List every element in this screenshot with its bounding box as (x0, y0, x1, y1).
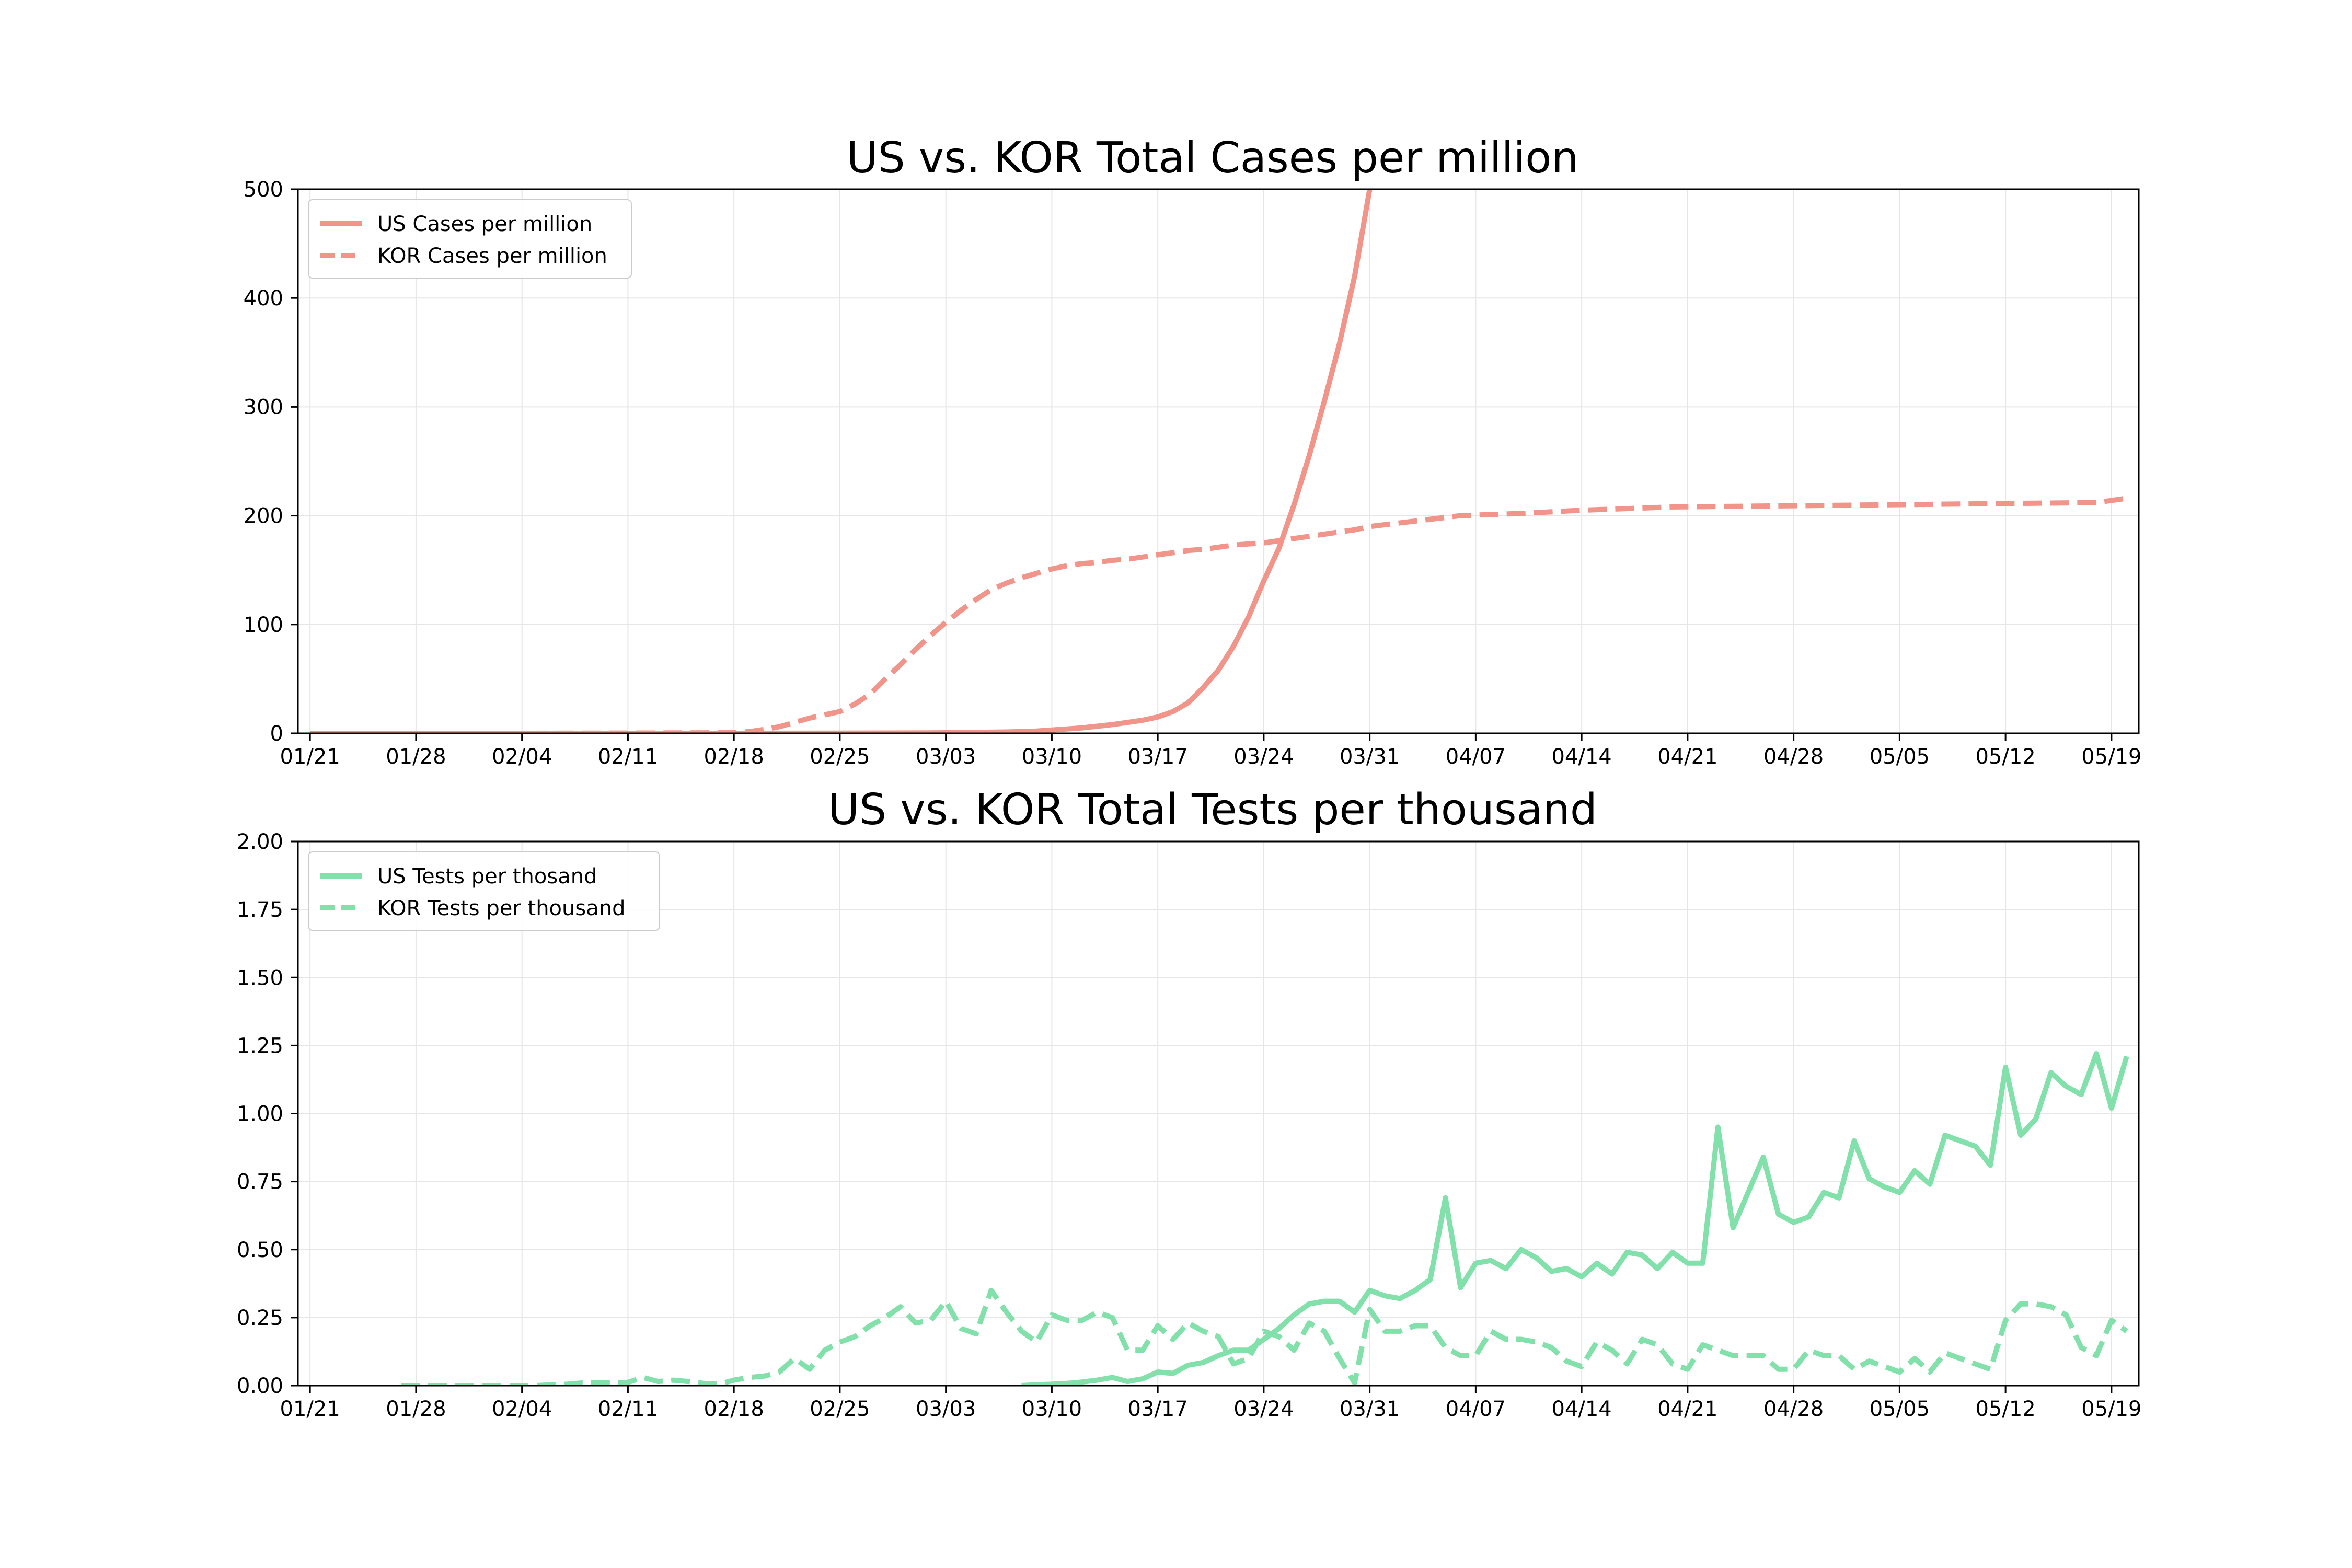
cases-legend-box (308, 199, 632, 279)
tests-series-us-line (1021, 1051, 2129, 1386)
tests-xtick-label: 02/25 (810, 1397, 870, 1421)
tests-xtick-label: 03/31 (1340, 1397, 1400, 1421)
cases-xtick-label: 01/21 (280, 745, 340, 769)
cases-xtick-label: 05/19 (2081, 745, 2141, 769)
tests-ytick-label: 1.75 (237, 898, 283, 922)
cases-xtick-label: 03/31 (1340, 745, 1400, 769)
tests-xtick-label: 03/03 (916, 1397, 976, 1421)
tests-legend-label: KOR Tests per thousand (377, 896, 625, 920)
cases-xtick-label: 02/18 (704, 745, 764, 769)
cases-xtick-label: 01/28 (386, 745, 446, 769)
tests-legend-label: US Tests per thosand (377, 864, 597, 889)
cases-ytick-label: 200 (244, 504, 283, 528)
cases-legend-label: KOR Cases per million (377, 244, 607, 268)
tests-xtick-label: 04/07 (1446, 1397, 1506, 1421)
cases-chart: US vs. KOR Total Cases per million 01/21… (244, 133, 2142, 769)
tests-chart-title: US vs. KOR Total Tests per thousand (828, 785, 1597, 835)
tests-xtick-label: 03/24 (1233, 1397, 1294, 1421)
cases-ytick-label: 100 (244, 613, 283, 637)
tests-xtick-label: 03/17 (1128, 1397, 1188, 1421)
tests-xtick-label: 05/05 (1870, 1397, 1930, 1421)
tests-xtick-label: 02/11 (598, 1397, 658, 1421)
cases-ytick-label: 500 (244, 178, 283, 202)
tests-ytick-label: 0.00 (237, 1374, 283, 1398)
tests-ytick-label: 2.00 (237, 830, 283, 854)
cases-series-kor-line (310, 495, 2127, 733)
cases-xtick-label: 02/25 (810, 745, 870, 769)
cases-legend: US Cases per million KOR Cases per millio… (308, 199, 632, 279)
cases-xtick-label: 02/04 (492, 745, 552, 769)
tests-xtick-label: 01/21 (280, 1397, 340, 1421)
cases-ytick-label: 0 (270, 722, 283, 746)
tests-xtick-label: 04/28 (1763, 1397, 1824, 1421)
cases-ytick-label: 300 (244, 395, 283, 419)
cases-plot-frame (297, 188, 2140, 734)
tests-legend-box (308, 851, 660, 931)
tests-xtick-label: 02/18 (704, 1397, 764, 1421)
tests-ytick-label: 1.25 (237, 1034, 283, 1058)
cases-xtick-label: 03/03 (916, 745, 976, 769)
cases-xtick-label: 03/24 (1233, 745, 1294, 769)
cases-xtick-label: 05/12 (1975, 745, 2035, 769)
tests-chart: US vs. KOR Total Tests per thousand 01/2… (237, 785, 2142, 1421)
cases-xtick-label: 05/05 (1870, 745, 1930, 769)
tests-xtick-label: 04/14 (1551, 1397, 1611, 1421)
tests-xtick-label: 05/19 (2081, 1397, 2141, 1421)
tests-ytick-label: 1.00 (237, 1102, 283, 1126)
tests-xtick-label: 03/10 (1022, 1397, 1082, 1421)
cases-ytick-label: 400 (244, 286, 283, 310)
cases-xtick-label: 03/10 (1022, 745, 1082, 769)
tests-xtick-label: 04/21 (1657, 1397, 1717, 1421)
tests-ytick-label: 0.75 (237, 1170, 283, 1194)
tests-xtick-label: 01/28 (386, 1397, 446, 1421)
cases-xtick-label: 03/17 (1128, 745, 1188, 769)
tests-xtick-label: 02/04 (492, 1397, 552, 1421)
tests-xtick-label: 05/12 (1975, 1397, 2035, 1421)
tests-plot-frame (297, 840, 2140, 1387)
tests-ytick-label: 1.50 (237, 966, 283, 990)
cases-xtick-label: 04/07 (1446, 745, 1506, 769)
cases-legend-label: US Cases per million (377, 212, 592, 236)
tests-ytick-label: 0.50 (237, 1238, 283, 1262)
cases-xtick-label: 04/28 (1763, 745, 1824, 769)
cases-chart-title: US vs. KOR Total Cases per million (847, 133, 1579, 183)
tests-legend: US Tests per thosand KOR Tests per thousa… (308, 851, 660, 931)
tests-ytick-label: 0.25 (237, 1306, 283, 1330)
cases-xtick-label: 04/14 (1551, 745, 1611, 769)
cases-xtick-label: 04/21 (1657, 745, 1717, 769)
cases-xtick-label: 02/11 (598, 745, 658, 769)
